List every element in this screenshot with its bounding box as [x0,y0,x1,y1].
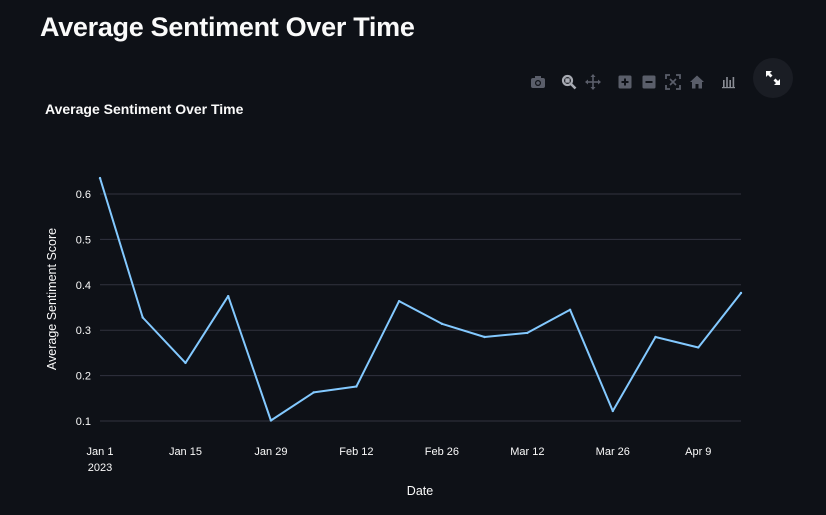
data-point[interactable] [440,322,444,326]
y-tick-label: 0.6 [76,189,91,201]
data-point[interactable] [526,331,529,335]
y-axis-ticks: 0.1 0.2 0.3 0.4 0.5 0.6 [76,189,91,428]
grid-lines [100,193,741,422]
chart-toolbar [524,70,741,94]
zoom-icon[interactable] [557,70,581,94]
data-point[interactable] [184,361,187,365]
y-axis-title: Average Sentiment Score [45,228,59,370]
x-tick-label: Feb 12 [339,446,373,458]
x-axis-title: Date [407,484,433,498]
x-tick-label: Feb 26 [425,446,459,458]
y-tick-label: 0.1 [76,416,91,428]
y-tick-label: 0.4 [76,280,91,292]
data-point[interactable] [312,391,315,394]
data-point[interactable] [141,316,144,319]
y-tick-label: 0.2 [76,371,91,383]
y-tick-label: 0.3 [76,325,91,337]
reset-axes-icon[interactable] [685,70,709,94]
fullscreen-button[interactable] [753,58,793,98]
data-point[interactable] [355,385,358,388]
x-tick-label: Jan 1 [87,446,114,458]
data-point[interactable] [568,308,572,311]
data-point[interactable] [739,291,743,295]
x-tick-label: Mar 26 [596,446,630,458]
chart-title: Average Sentiment Over Time [45,101,244,117]
data-point[interactable] [654,335,657,339]
series-group [98,176,743,422]
autoscale-icon[interactable] [661,70,685,94]
expand-icon [766,71,780,85]
data-point[interactable] [483,335,486,339]
plotly-logo-icon[interactable] [717,70,741,94]
series-line[interactable] [99,177,742,422]
y-tick-label: 0.5 [76,234,91,246]
x-tick-label: Jan 29 [254,446,287,458]
x-tick-year-label: 2023 [88,462,112,474]
page-title: Average Sentiment Over Time [40,12,415,42]
data-point[interactable] [269,419,273,422]
x-tick-label: Jan 15 [169,446,202,458]
x-tick-label: Mar 12 [510,446,544,458]
pan-icon[interactable] [581,70,605,94]
data-point[interactable] [611,409,614,413]
data-point[interactable] [697,346,700,349]
zoom-out-icon[interactable] [637,70,661,94]
zoom-in-icon[interactable] [613,70,637,94]
data-point[interactable] [98,176,102,180]
x-axis-ticks: Jan 1 2023 Jan 15 Jan 29 Feb 12 Feb 26 Mar 12 M… [87,446,712,474]
x-tick-label: Apr 9 [685,446,711,458]
data-point[interactable] [227,294,230,298]
camera-icon[interactable] [526,70,550,94]
data-point[interactable] [397,299,401,303]
